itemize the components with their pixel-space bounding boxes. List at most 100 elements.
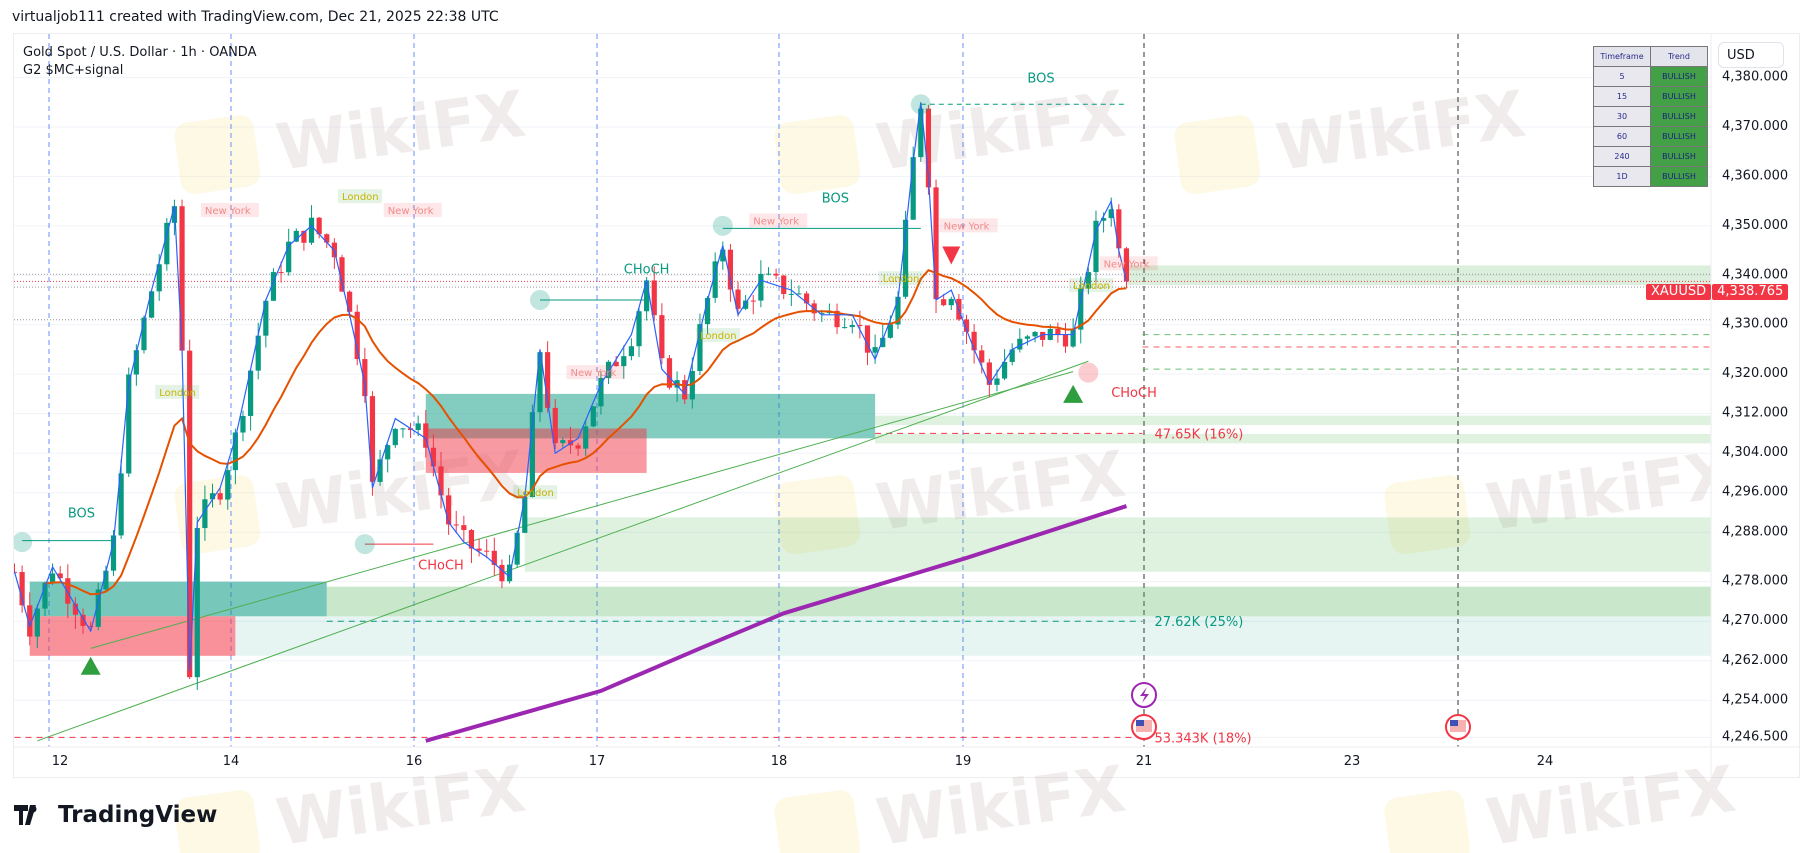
candle-body: [95, 589, 101, 627]
price-tag-symbol: XAUUSD: [1646, 284, 1712, 300]
candle-body: [834, 310, 840, 328]
candle-body: [628, 346, 634, 357]
price-axis-tick: 4,320.000: [1722, 366, 1788, 381]
candle-body: [590, 406, 596, 427]
trend-table-header: Timeframe: [1593, 46, 1651, 67]
volume-level-label: 53.343K (18%): [1154, 731, 1251, 746]
trendline: [37, 360, 1089, 742]
candle-body: [948, 298, 954, 306]
watermark: WikiFX: [1482, 753, 1740, 853]
buy-signal-triangle-icon: [1063, 384, 1084, 403]
candle-body: [1055, 329, 1061, 335]
candle-body: [842, 327, 848, 329]
structure-label: BOS: [822, 192, 849, 207]
price-tag-value: 4,338.765: [1712, 284, 1789, 300]
candle-body: [720, 249, 726, 262]
price-axis-tick: 4,296.000: [1722, 485, 1788, 500]
candle-body: [484, 550, 490, 552]
indicator-title[interactable]: G2 $MC+signal: [23, 63, 124, 78]
session-badge: [878, 271, 923, 286]
time-axis-tick: 21: [1136, 754, 1153, 769]
candle-body: [286, 241, 292, 273]
swing-point-marker: [14, 532, 33, 553]
price-axis-tick: 4,304.000: [1722, 445, 1788, 460]
candle-body: [42, 582, 48, 609]
symbol-title[interactable]: Gold Spot / U.S. Dollar · 1h · OANDA: [23, 45, 257, 60]
candle-body: [103, 570, 109, 590]
candle-body: [1032, 331, 1038, 337]
candle-body: [19, 572, 25, 606]
tradingview-logo[interactable]: TradingView: [14, 802, 217, 828]
candle-body: [621, 356, 627, 367]
swing-point-marker: [1078, 362, 1099, 383]
candle-body: [636, 311, 642, 347]
candle-body: [499, 564, 505, 582]
brand-name: TradingView: [58, 802, 218, 828]
candle-body: [34, 608, 40, 637]
chart-panel[interactable]: [13, 33, 1800, 778]
lightning-glyph: [1140, 687, 1149, 703]
candle-body: [522, 496, 528, 533]
candle-body: [27, 605, 33, 637]
buy-signal-triangle-icon: [80, 656, 101, 675]
candle-body: [278, 272, 284, 274]
candle-body: [941, 299, 947, 306]
swing-point-marker: [712, 215, 733, 236]
candle-body: [232, 432, 238, 471]
candle-body: [156, 264, 162, 292]
candle-body: [735, 289, 741, 309]
session-label: London: [159, 388, 196, 399]
price-axis-tick: 4,288.000: [1722, 524, 1788, 539]
price-axis-tick: 4,246.500: [1722, 729, 1788, 744]
flag-canton: [1136, 720, 1144, 726]
session-label: London: [517, 488, 554, 499]
candle-body: [994, 378, 1000, 385]
candle-body: [49, 573, 56, 583]
candle-body: [857, 324, 863, 326]
price-axis-tick: 4,262.000: [1722, 653, 1788, 668]
candle-body: [217, 493, 223, 500]
candle-body: [1040, 331, 1046, 340]
timeframe-cell: 15: [1593, 86, 1651, 107]
candle-body: [1116, 209, 1122, 249]
session-badge: [1099, 256, 1158, 271]
supply-band: [1126, 265, 1711, 286]
trend-cell: BULLISH: [1650, 126, 1708, 147]
candle-body: [864, 325, 871, 353]
candle-body: [369, 396, 376, 482]
candle-body: [895, 296, 901, 325]
time-axis-tick: 12: [52, 754, 69, 769]
candle-body: [872, 347, 878, 353]
candle-body: [430, 447, 436, 467]
candle-body: [263, 300, 269, 336]
candle-body: [613, 361, 619, 367]
trend-table: Timeframe Trend 5 BULLISH 15 BULLISH 30 BULL…: [1593, 46, 1708, 187]
trend-cell: BULLISH: [1650, 146, 1708, 167]
candle-body: [849, 324, 855, 328]
price-axis-tick: 4,340.000: [1722, 267, 1788, 282]
session-badge: [513, 485, 558, 500]
timeframe-cell: 60: [1593, 126, 1651, 147]
time-axis-tick: 23: [1344, 754, 1361, 769]
candle-body: [697, 324, 703, 372]
candle-body: [537, 352, 543, 413]
timeframe-cell: 5: [1593, 66, 1651, 87]
time-axis-tick: 16: [406, 754, 423, 769]
candle-body: [781, 275, 787, 294]
trend-cell: BULLISH: [1650, 166, 1708, 187]
candle-body: [126, 374, 132, 474]
candle-body: [362, 359, 368, 397]
candle-body: [72, 603, 79, 615]
candle-body: [644, 280, 650, 312]
candle-body: [209, 493, 216, 500]
bearish-order-block: [29, 616, 236, 656]
candle-body: [400, 428, 406, 430]
candle-body: [682, 380, 688, 400]
structure-label: CHoCH: [624, 262, 670, 277]
trend-cell: BULLISH: [1650, 66, 1708, 87]
candle-body: [476, 548, 482, 551]
candle-body: [712, 261, 718, 298]
currency-selector[interactable]: USD: [1718, 42, 1784, 68]
price-axis-tick: 4,270.000: [1722, 613, 1788, 628]
